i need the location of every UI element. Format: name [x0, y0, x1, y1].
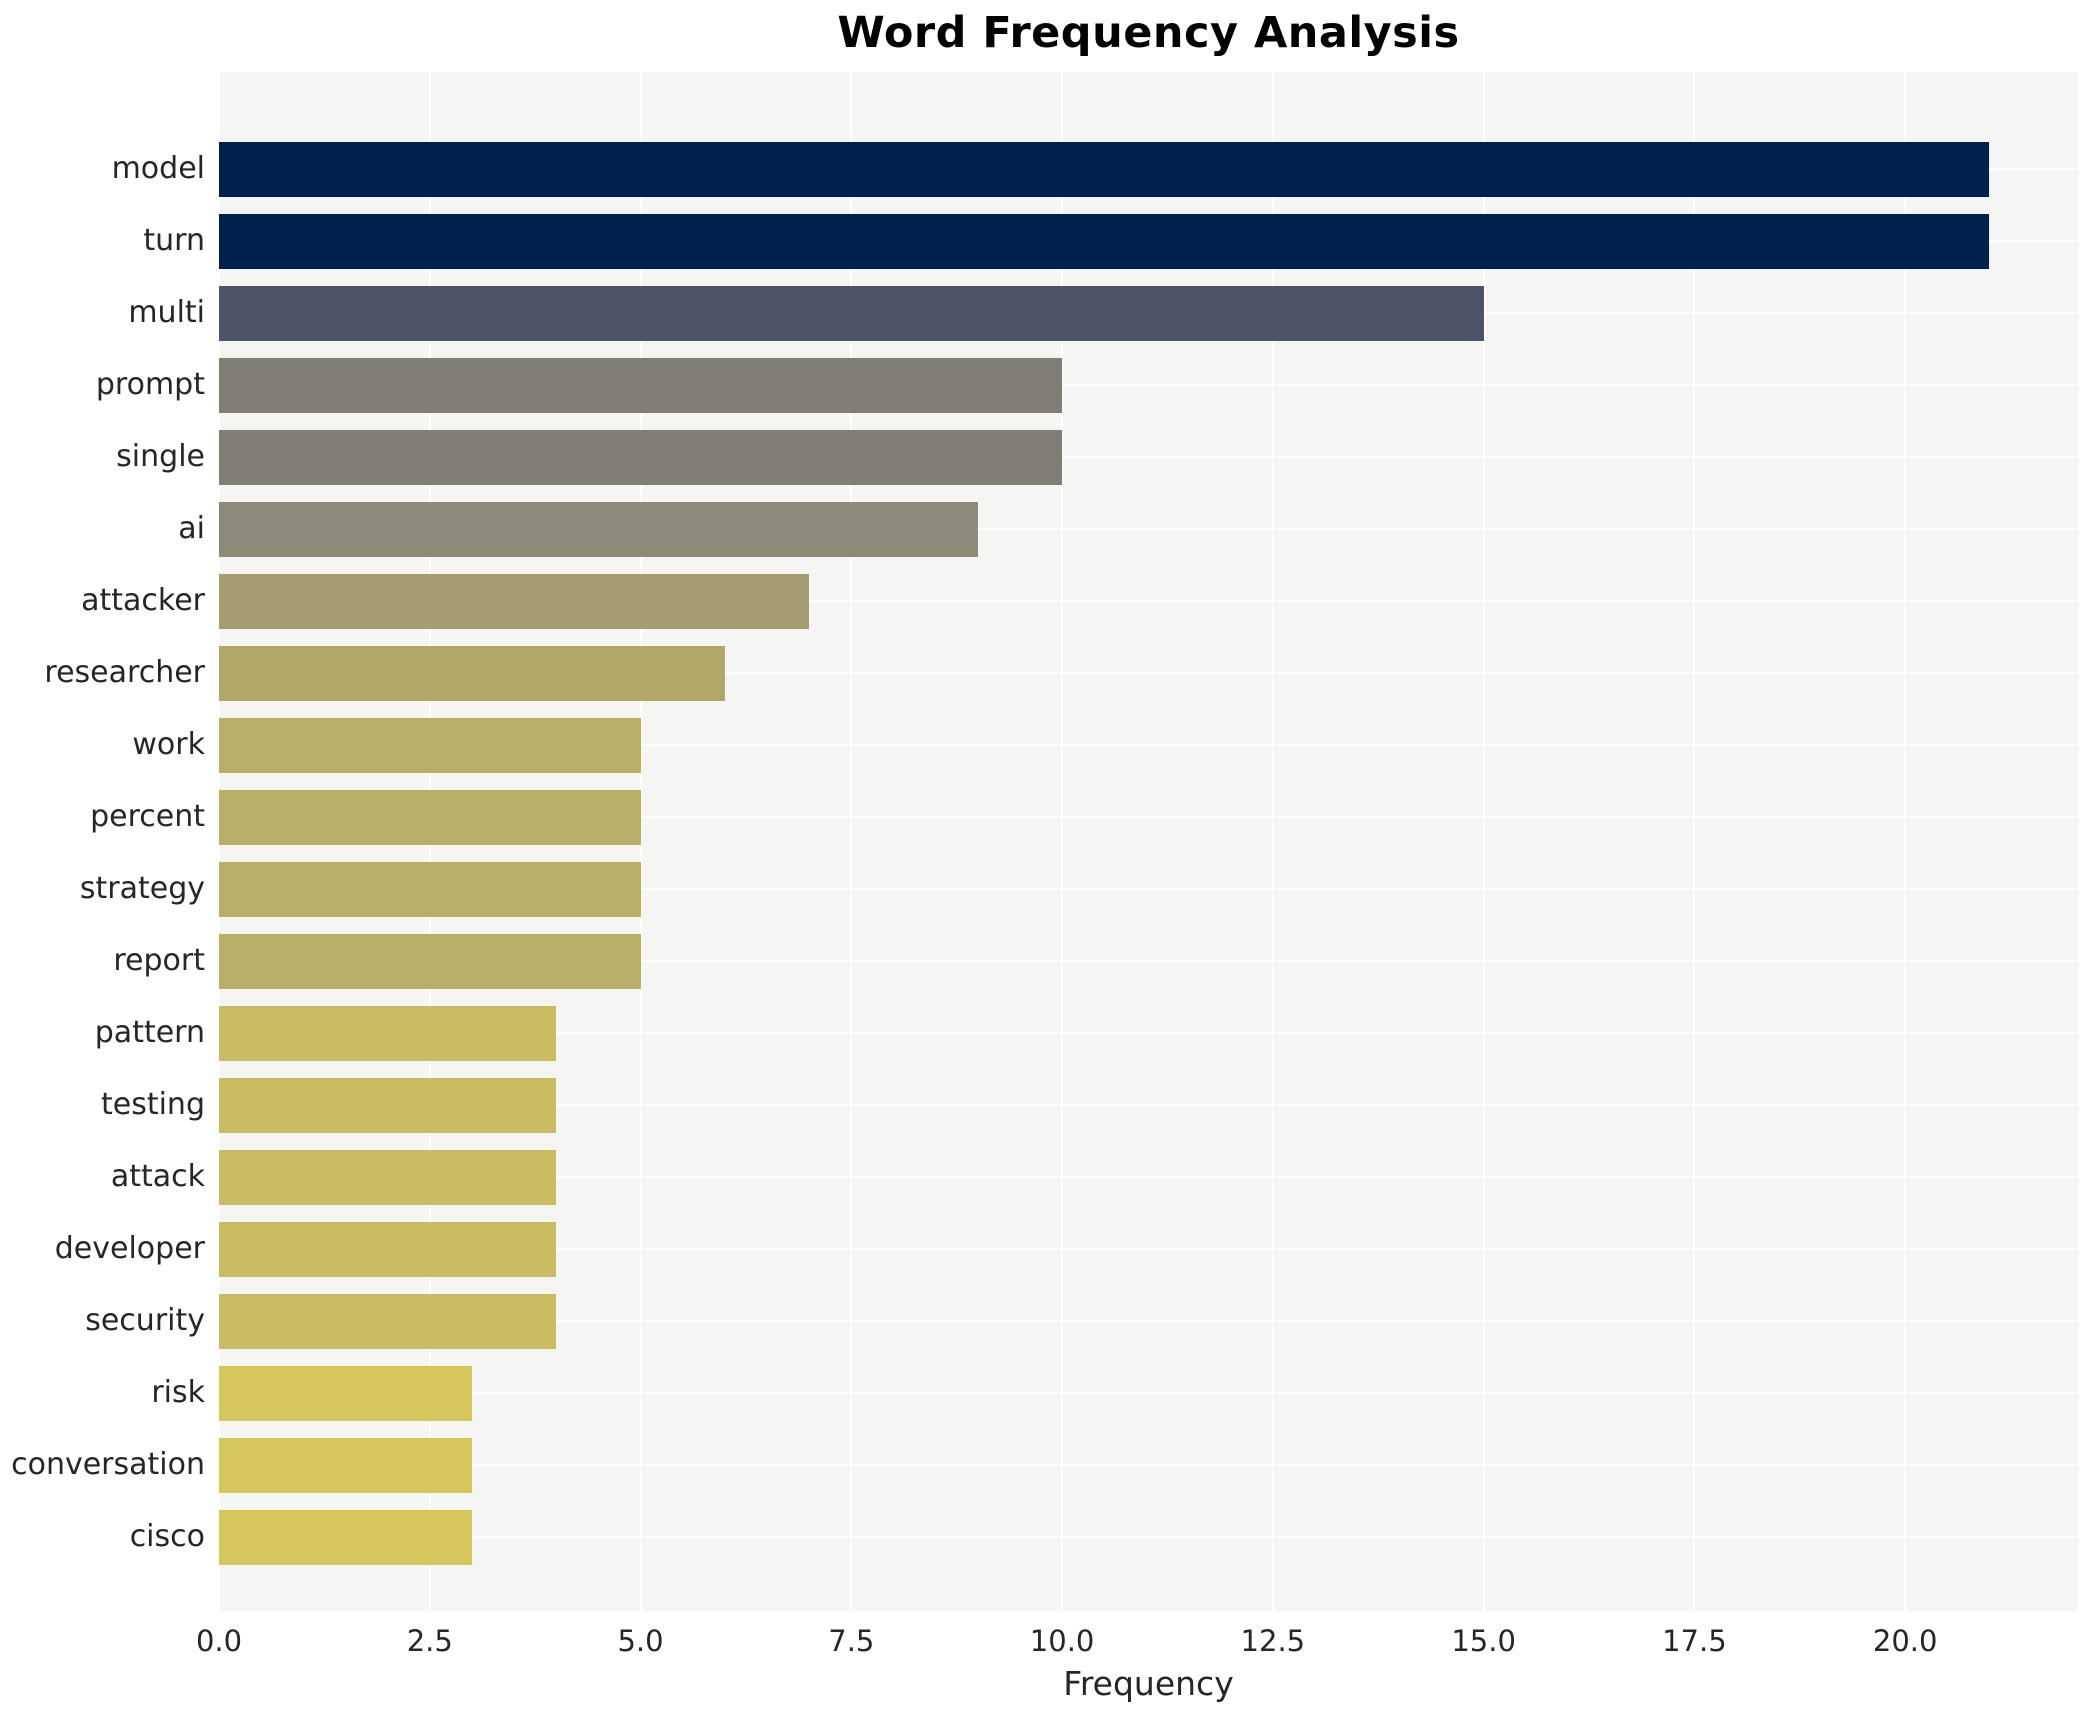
y-gridline [219, 1464, 2078, 1466]
x-tick-label-15.0: 15.0 [1451, 1624, 1516, 1658]
bar-developer [219, 1222, 557, 1277]
x-gridline [1061, 72, 1064, 1611]
y-tick-label-report: report [113, 943, 205, 978]
y-tick-label-pattern: pattern [94, 1015, 205, 1050]
y-gridline [219, 816, 2078, 818]
y-tick-label-turn: turn [143, 223, 205, 258]
bar-multi [219, 286, 1484, 341]
y-tick-label-strategy: strategy [79, 871, 205, 906]
y-tick-label-model: model [111, 151, 205, 186]
bar-prompt [219, 358, 1063, 413]
chart-title: Word Frequency Analysis [837, 8, 1460, 58]
bar-model [219, 142, 1990, 197]
bar-percent [219, 790, 641, 845]
bar-pattern [219, 1006, 557, 1061]
x-tick-label-7.5: 7.5 [828, 1624, 875, 1658]
y-tick-label-researcher: researcher [44, 655, 205, 690]
bar-ai [219, 502, 978, 557]
y-tick-label-attacker: attacker [81, 583, 205, 618]
y-gridline [219, 1392, 2078, 1394]
bar-work [219, 718, 641, 773]
y-tick-label-conversation: conversation [11, 1447, 205, 1482]
y-tick-label-prompt: prompt [95, 367, 205, 402]
bar-security [219, 1294, 557, 1349]
x-gridline [1482, 72, 1485, 1611]
y-gridline [219, 600, 2078, 602]
x-gridline [850, 72, 853, 1611]
x-gridline [1904, 72, 1907, 1611]
y-gridline [219, 1536, 2078, 1538]
y-gridline [219, 1320, 2078, 1322]
y-tick-label-risk: risk [151, 1375, 205, 1410]
y-tick-label-work: work [132, 727, 205, 762]
y-gridline [219, 1248, 2078, 1250]
y-gridline [219, 744, 2078, 746]
y-gridline [219, 960, 2078, 962]
x-tick-label-10.0: 10.0 [1029, 1624, 1095, 1658]
y-tick-label-attack: attack [110, 1159, 205, 1194]
bar-risk [219, 1366, 472, 1421]
y-gridline [219, 888, 2078, 890]
y-gridline [219, 1032, 2078, 1034]
y-gridline [219, 528, 2078, 530]
x-tick-label-17.5: 17.5 [1662, 1624, 1727, 1658]
y-tick-label-cisco: cisco [129, 1519, 205, 1554]
x-tick-label-2.5: 2.5 [406, 1624, 453, 1658]
y-tick-label-security: security [85, 1303, 205, 1338]
bar-report [219, 934, 641, 989]
y-gridline [219, 1104, 2078, 1106]
y-tick-label-developer: developer [54, 1231, 205, 1266]
y-tick-label-percent: percent [90, 799, 205, 834]
x-tick-label-12.5: 12.5 [1240, 1624, 1306, 1658]
bar-conversation [219, 1438, 472, 1493]
bar-turn [219, 214, 1990, 269]
x-axis-title: Frequency [1063, 1664, 1234, 1703]
plot-area [218, 72, 2078, 1611]
bar-strategy [219, 862, 641, 917]
y-gridline [219, 672, 2078, 674]
bar-researcher [219, 646, 725, 701]
y-gridline [219, 384, 2078, 386]
x-tick-label-20.0: 20.0 [1872, 1624, 1938, 1658]
x-gridline [1271, 72, 1274, 1611]
y-tick-label-ai: ai [178, 511, 205, 546]
bar-attack [219, 1150, 557, 1205]
y-gridline [219, 1176, 2078, 1178]
y-tick-label-multi: multi [128, 295, 205, 330]
bar-cisco [219, 1510, 472, 1565]
bar-attacker [219, 574, 810, 629]
y-tick-label-single: single [116, 439, 205, 474]
x-gridline [639, 72, 642, 1611]
x-gridline [1693, 72, 1696, 1611]
x-tick-label-0.0: 0.0 [195, 1624, 243, 1658]
y-tick-label-testing: testing [100, 1087, 205, 1122]
x-tick-label-5.0: 5.0 [617, 1624, 664, 1658]
bar-single [219, 430, 1063, 485]
y-gridline [219, 456, 2078, 458]
bar-testing [219, 1078, 557, 1133]
